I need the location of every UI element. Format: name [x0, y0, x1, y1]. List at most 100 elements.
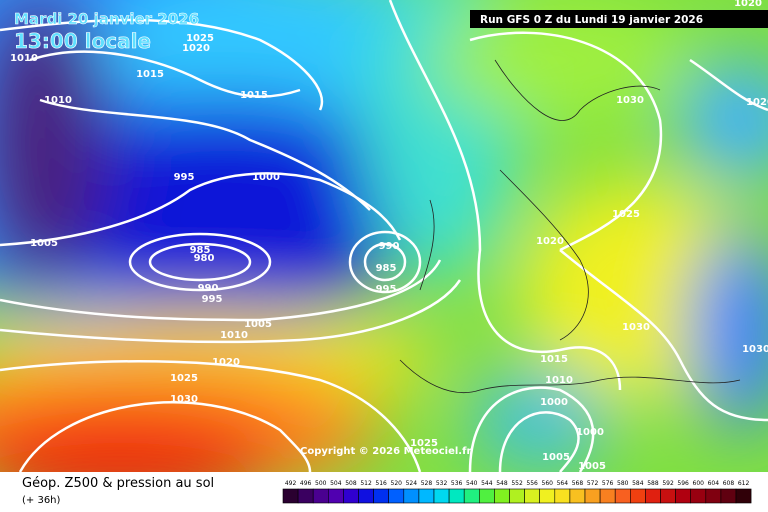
scale-swatch: [645, 488, 661, 504]
isobar-label: 1015: [240, 90, 268, 101]
scale-swatch: [327, 488, 344, 504]
scale-swatch: [720, 488, 737, 504]
lead-time: (+ 36h): [22, 495, 61, 506]
isobar-label: 1000: [576, 427, 604, 438]
isobar-label: 1020: [536, 236, 564, 247]
scale-swatch: [539, 488, 556, 504]
scale-label: 532: [436, 480, 448, 487]
run-box: [470, 10, 768, 28]
isobar-label: 1025: [612, 209, 640, 220]
scale-swatch: [312, 488, 329, 504]
scale-swatch: [418, 488, 435, 504]
scale-swatch: [478, 488, 495, 504]
isobar-label: 1020: [734, 0, 762, 9]
scale-swatch: [509, 488, 525, 504]
local-time: 13:00 locale: [14, 29, 151, 53]
scale-label: 596: [677, 480, 689, 487]
isobar-label: 1020: [182, 43, 210, 54]
isobar-label: 1015: [136, 69, 164, 80]
scale-swatch: [297, 488, 314, 504]
scale-swatch: [358, 488, 374, 504]
copyright: Copyright © 2026 Meteociel.fr: [300, 446, 471, 457]
isobar-label: 1010: [10, 53, 38, 64]
isobar-label: 1025: [186, 33, 214, 44]
isobar-label: 1010: [220, 330, 248, 341]
isobar-label: 1005: [30, 238, 58, 249]
scale-swatch: [463, 488, 480, 504]
scale-label: 540: [466, 480, 478, 487]
scale-label: 492: [285, 480, 297, 487]
scale-label: 516: [375, 480, 387, 487]
scale-label: 520: [391, 480, 403, 487]
scale-label: 592: [662, 480, 674, 487]
scale-swatch: [403, 488, 420, 504]
isobar-label: 995: [174, 172, 195, 183]
scale-label: 536: [451, 480, 463, 487]
scale-label: 568: [572, 480, 584, 487]
scale-swatch: [448, 488, 465, 504]
scale-label: 600: [693, 480, 705, 487]
scale-label: 552: [511, 480, 523, 487]
isobar-label: 985: [190, 245, 211, 256]
isobar-label: 1005: [542, 452, 570, 463]
isobar-label: 1010: [44, 95, 72, 106]
run-info: Run GFS 0 Z du Lundi 19 janvier 2026: [480, 14, 703, 26]
isobar-label: 1020: [746, 97, 768, 108]
isobar-label: 985: [376, 263, 397, 274]
isobar-label: 990: [198, 283, 219, 294]
isobar-label: 1030: [170, 394, 198, 405]
isobar-label: 1005: [578, 461, 606, 472]
scale-swatch: [343, 488, 359, 504]
isobar-label: 1015: [540, 354, 568, 365]
scale-label: 504: [330, 480, 342, 487]
scale-label: 512: [360, 480, 372, 487]
scale-swatch: [524, 488, 540, 504]
scale-label: 556: [526, 480, 538, 487]
color-scale: 492 496 500 504 508 512 516 520 524 528 532 536 540 5…: [282, 480, 752, 504]
scale-swatch: [282, 488, 299, 504]
scale-label: 580: [617, 480, 629, 487]
scale-label: 584: [632, 480, 644, 487]
scale-label: 508: [345, 480, 357, 487]
scale-swatch: [690, 488, 707, 504]
isobar-label: 1030: [742, 344, 768, 355]
isobar-label: 1000: [252, 172, 280, 183]
scale-swatch: [494, 488, 510, 504]
isobar-label: 1025: [170, 373, 198, 384]
scale-label: 608: [723, 480, 735, 487]
isobar-label: 1020: [212, 357, 240, 368]
scale-swatch: [433, 488, 450, 504]
scale-label: 572: [587, 480, 599, 487]
isobar-label: 1030: [616, 95, 644, 106]
scale-swatch: [373, 488, 390, 504]
scale-swatch: [554, 488, 571, 504]
isobar-label: 995: [202, 294, 223, 305]
scale-label: 528: [421, 480, 433, 487]
isobar-label: 1000: [540, 397, 568, 408]
scale-label: 588: [647, 480, 659, 487]
scale-swatch: [599, 488, 616, 504]
scale-swatch: [735, 488, 752, 504]
scale-label: 612: [738, 480, 750, 487]
scale-label: 496: [300, 480, 312, 487]
isobar-label: 980: [194, 253, 215, 264]
scale-swatch: [629, 488, 646, 504]
scale-swatch: [584, 488, 601, 504]
isobar-label: 1030: [622, 322, 650, 333]
date: Mardi 20 janvier 2026: [14, 10, 199, 28]
scale-swatch: [705, 488, 722, 504]
isobar-label: 1025: [410, 438, 438, 449]
scale-swatch: [660, 488, 676, 504]
scale-label: 564: [557, 480, 569, 487]
scale-swatch: [614, 488, 631, 504]
scale-swatch: [569, 488, 586, 504]
scale-swatch: [388, 488, 405, 504]
legend-title: Géop. Z500 & pression au sol: [22, 476, 214, 491]
isobar-label: 1005: [244, 319, 272, 330]
scale-label: 604: [708, 480, 720, 487]
scale-label: 560: [542, 480, 554, 487]
